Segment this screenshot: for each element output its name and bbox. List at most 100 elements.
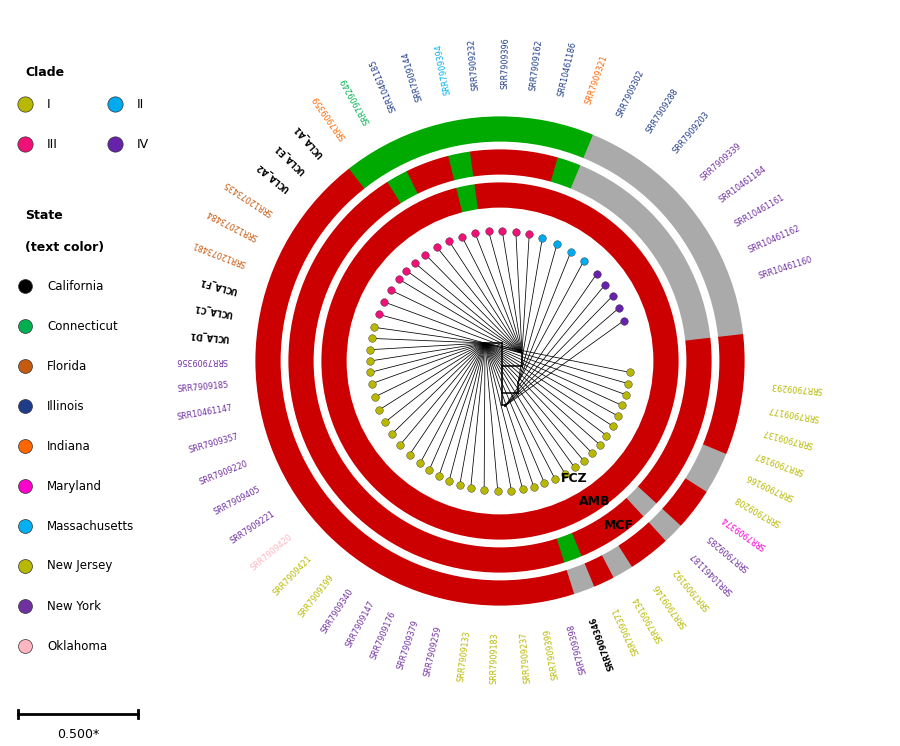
Wedge shape (443, 539, 468, 571)
Wedge shape (289, 385, 320, 409)
Wedge shape (340, 207, 373, 239)
Wedge shape (297, 275, 331, 304)
Wedge shape (651, 341, 680, 384)
Wedge shape (641, 407, 671, 430)
Wedge shape (510, 181, 531, 211)
Wedge shape (672, 285, 712, 340)
Wedge shape (482, 578, 508, 607)
Wedge shape (387, 169, 418, 204)
Wedge shape (642, 296, 679, 344)
Text: Florida: Florida (47, 360, 87, 372)
Wedge shape (618, 248, 651, 278)
Wedge shape (330, 472, 365, 507)
Wedge shape (617, 534, 650, 568)
Wedge shape (600, 545, 632, 579)
Text: Illinois: Illinois (47, 400, 85, 413)
Wedge shape (677, 401, 708, 425)
Text: SRR7909192: SRR7909192 (671, 566, 712, 612)
Wedge shape (608, 147, 646, 186)
Wedge shape (287, 148, 713, 574)
Wedge shape (475, 181, 495, 210)
Text: SRR7909137: SRR7909137 (761, 427, 814, 449)
Text: FCZ: FCZ (561, 472, 588, 485)
Text: SRR7909259: SRR7909259 (423, 625, 443, 677)
Wedge shape (558, 496, 583, 527)
Wedge shape (627, 263, 661, 292)
Wedge shape (628, 431, 660, 458)
Text: MCF: MCF (604, 518, 634, 532)
Wedge shape (375, 549, 406, 583)
Wedge shape (452, 507, 473, 539)
Wedge shape (670, 416, 703, 442)
Wedge shape (409, 492, 435, 524)
Wedge shape (360, 501, 392, 534)
Wedge shape (565, 562, 594, 595)
Wedge shape (532, 151, 559, 184)
Circle shape (350, 211, 650, 511)
Wedge shape (438, 186, 464, 218)
Text: SRR7909420: SRR7909420 (249, 533, 294, 572)
Wedge shape (254, 371, 284, 393)
Text: SRR10461160: SRR10461160 (757, 255, 814, 281)
Text: SRR7909134: SRR7909134 (632, 595, 666, 643)
Wedge shape (328, 288, 361, 314)
Wedge shape (392, 130, 426, 165)
Text: SRR7909187: SRR7909187 (754, 450, 806, 476)
Text: II: II (137, 98, 144, 110)
Text: SRR7909199: SRR7909199 (297, 573, 336, 619)
Text: SRR7909144: SRR7909144 (401, 50, 425, 102)
Text: SRR7909162: SRR7909162 (528, 40, 544, 92)
Wedge shape (585, 517, 615, 550)
Wedge shape (645, 394, 676, 415)
Wedge shape (528, 574, 554, 605)
Text: SRR10461147: SRR10461147 (176, 404, 233, 422)
Wedge shape (647, 460, 680, 491)
Text: SRR7909399: SRR7909399 (543, 628, 561, 680)
Wedge shape (407, 161, 436, 195)
Text: SRR7909133: SRR7909133 (456, 630, 472, 683)
Text: State: State (25, 209, 63, 222)
Wedge shape (652, 184, 691, 224)
Wedge shape (625, 486, 657, 518)
Text: UCLA_A2: UCLA_A2 (255, 161, 292, 193)
Text: SRR10461162: SRR10461162 (747, 223, 802, 254)
Wedge shape (440, 117, 470, 149)
Wedge shape (289, 315, 320, 337)
Wedge shape (316, 183, 350, 216)
Text: Indiana: Indiana (47, 439, 91, 453)
Wedge shape (665, 264, 699, 295)
Text: SRR7909237: SRR7909237 (519, 632, 533, 684)
Wedge shape (316, 236, 350, 269)
Wedge shape (581, 482, 609, 513)
Wedge shape (376, 512, 406, 545)
Wedge shape (708, 408, 740, 435)
Wedge shape (321, 381, 352, 401)
Wedge shape (670, 206, 706, 242)
Wedge shape (299, 421, 332, 451)
Wedge shape (355, 242, 386, 272)
Text: UCLA_A1: UCLA_A1 (292, 123, 325, 159)
Text: New Jersey: New Jersey (47, 560, 112, 572)
Wedge shape (324, 305, 356, 328)
Wedge shape (551, 156, 581, 190)
Wedge shape (571, 525, 598, 558)
Text: SRR7909357: SRR7909357 (187, 432, 239, 454)
Text: 0.500*: 0.500* (57, 728, 99, 741)
Wedge shape (301, 198, 337, 233)
Wedge shape (599, 508, 630, 541)
Wedge shape (716, 333, 746, 393)
Wedge shape (256, 389, 288, 416)
Wedge shape (348, 152, 384, 189)
Wedge shape (471, 148, 493, 178)
Wedge shape (344, 255, 377, 285)
Wedge shape (488, 513, 507, 541)
Wedge shape (466, 115, 492, 145)
Wedge shape (494, 181, 513, 210)
Wedge shape (628, 208, 665, 245)
Wedge shape (655, 245, 689, 277)
Wedge shape (606, 231, 640, 266)
Wedge shape (533, 506, 554, 536)
Wedge shape (555, 532, 581, 564)
Wedge shape (505, 512, 524, 541)
Wedge shape (457, 576, 485, 606)
